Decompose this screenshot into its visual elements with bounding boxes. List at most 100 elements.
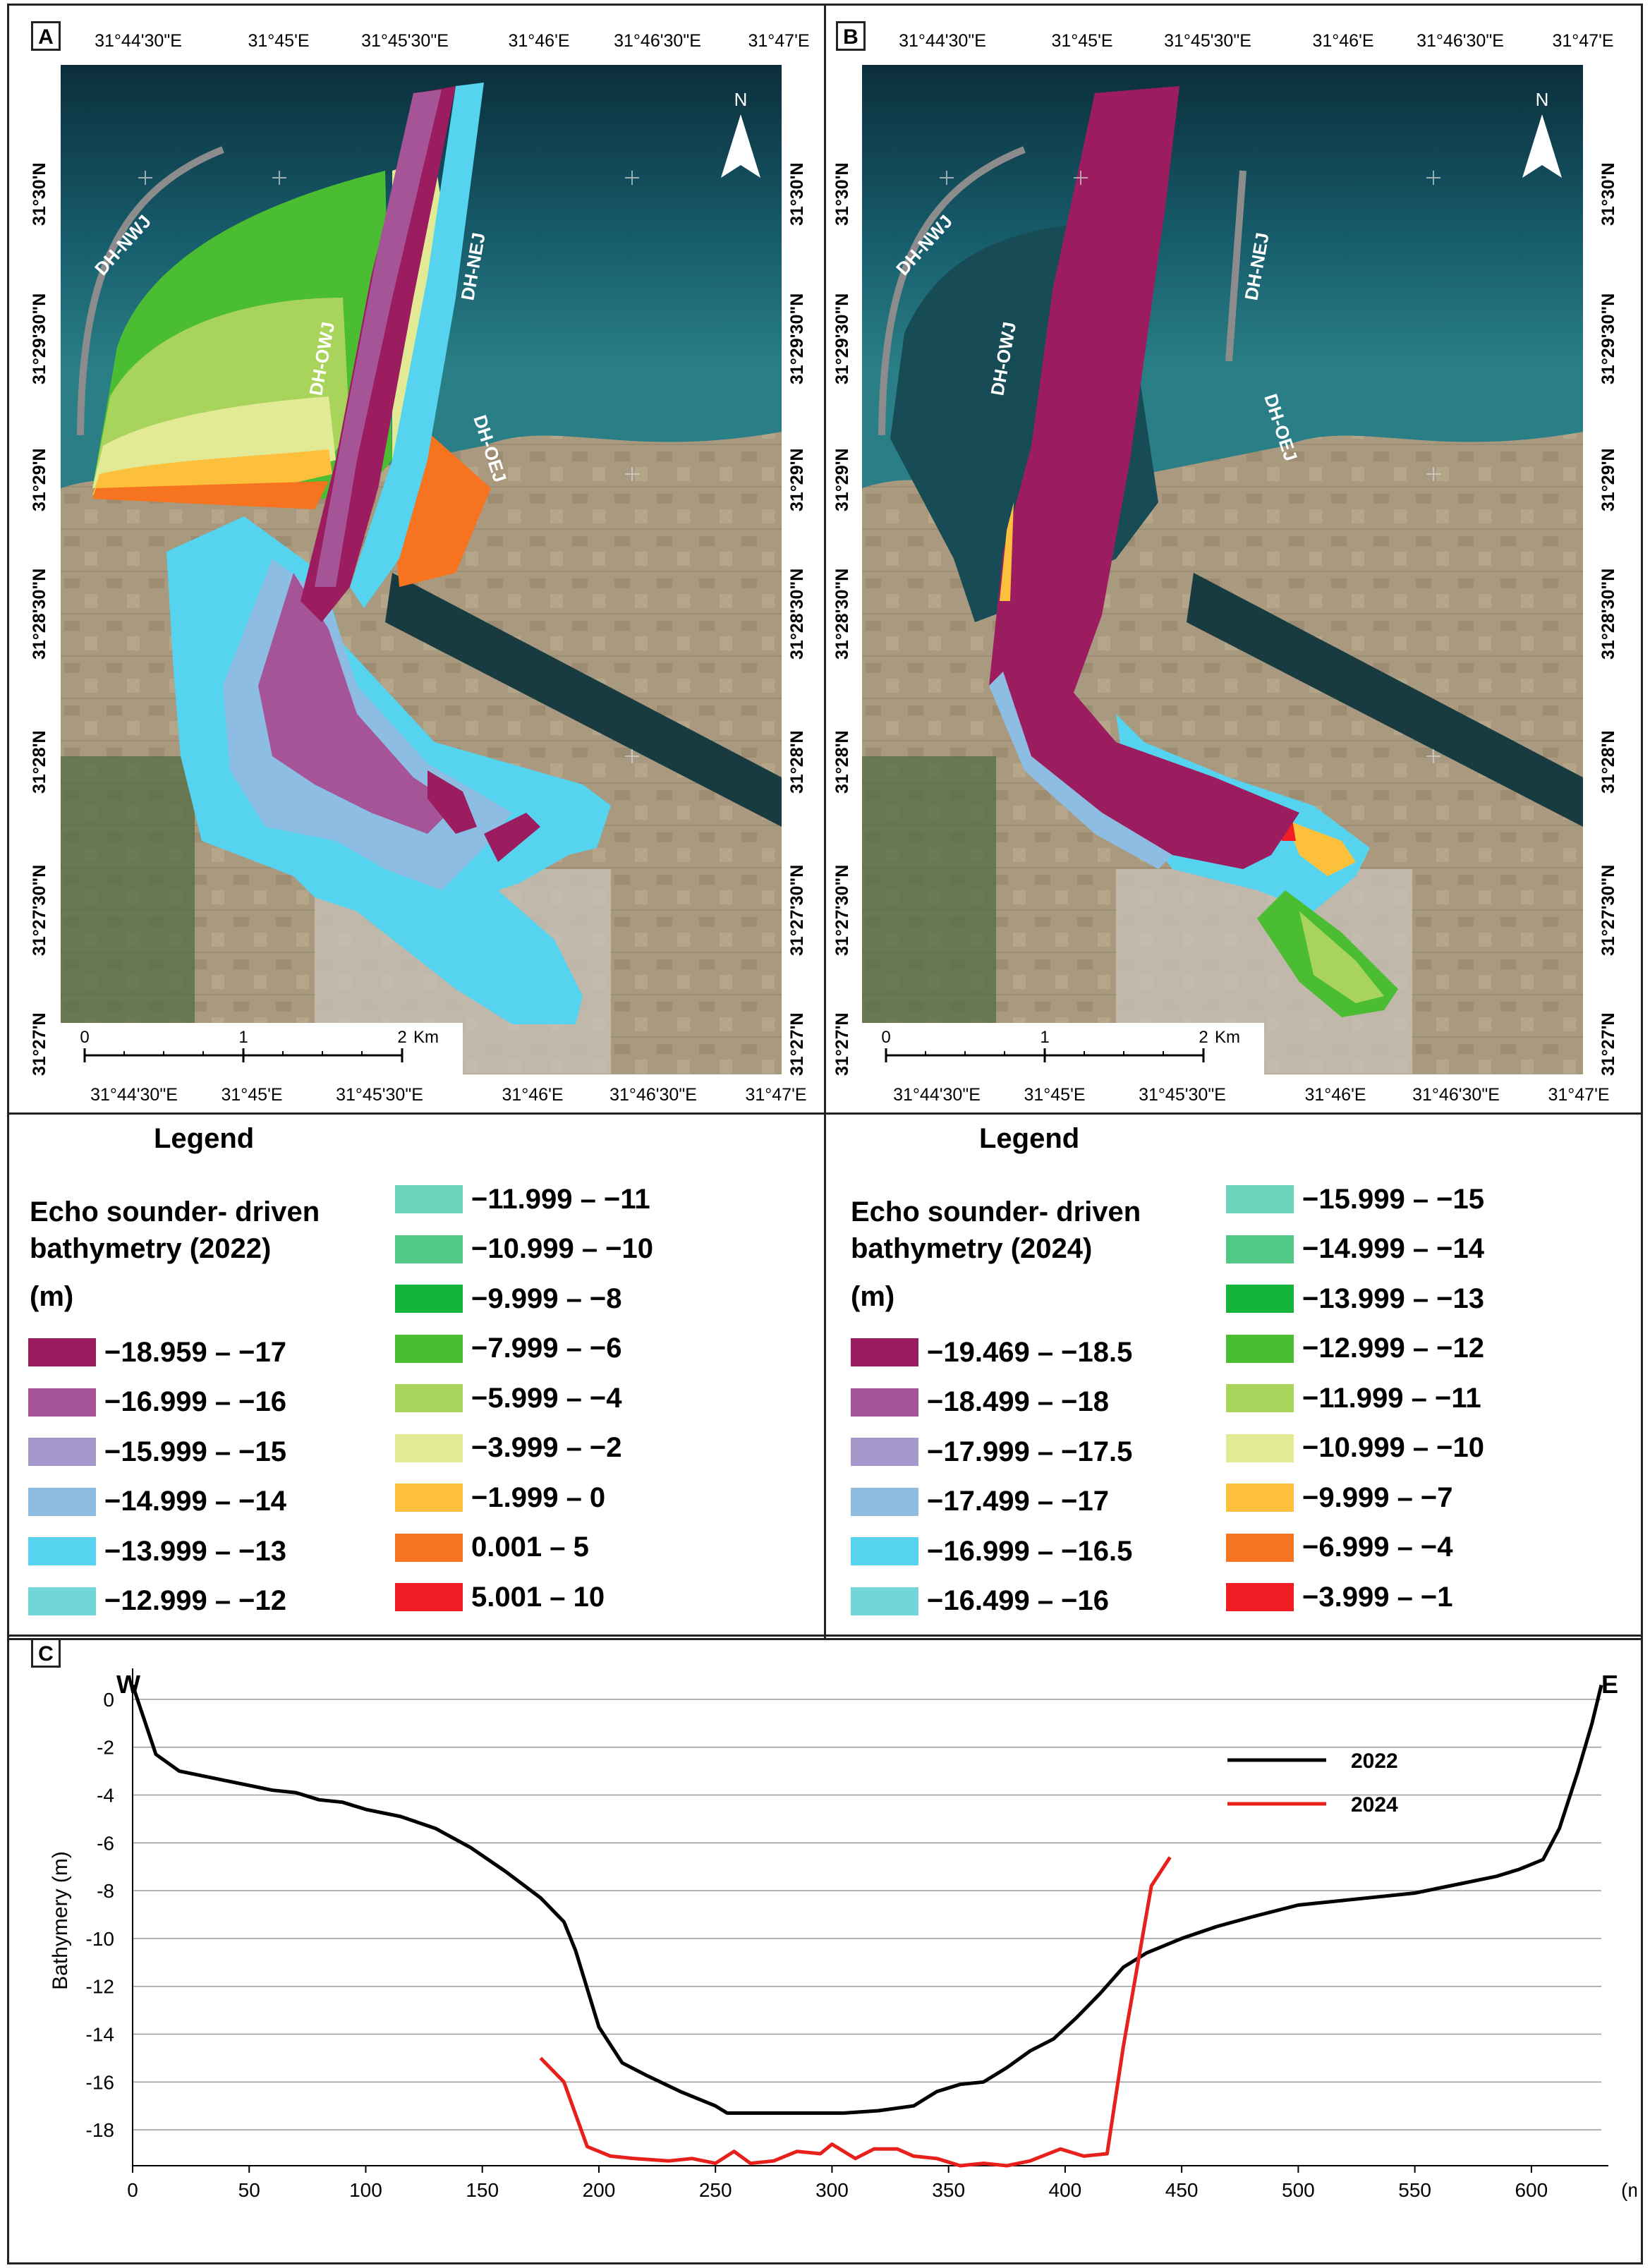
jetty-nwj-b <box>878 146 1026 436</box>
legend-a-swatch <box>28 1537 96 1565</box>
bottom-tick-a-2: 31°45'E <box>221 1085 283 1105</box>
top-tick-a-3: 31°45'30"E <box>361 31 449 51</box>
legend-b-item: −9.999 – −7 <box>1226 1482 1453 1513</box>
canal-b <box>1187 573 1583 827</box>
lat-tick-b-l-2: 31°29'30"N <box>832 293 852 384</box>
legend-b-label: −11.999 – −11 <box>1302 1382 1481 1414</box>
legend-b-swatch <box>1226 1185 1294 1213</box>
graticule-a <box>138 171 639 763</box>
y-tick-label: -2 <box>97 1737 114 1759</box>
legend-b-item: −13.999 – −13 <box>1226 1283 1484 1314</box>
east-label: E <box>1601 1670 1618 1699</box>
x-tick-label: 150 <box>466 2179 499 2201</box>
lat-tick-a-l-7: 31°27'N <box>30 1012 49 1076</box>
legend-a-title: Legend <box>154 1123 255 1154</box>
bottom-tick-b-1: 31°44'30"E <box>893 1085 981 1105</box>
legend-b-swatch <box>1226 1484 1294 1512</box>
legend-b-label: −17.999 – −17.5 <box>927 1436 1133 1467</box>
legend-a-item: −7.999 – −6 <box>395 1333 622 1364</box>
north-arrow-a: N <box>721 89 760 178</box>
legend-a-swatch <box>395 1235 463 1263</box>
legend-b-heading-line-2: bathymetry (2024) <box>851 1233 1093 1264</box>
map-b-graphic: DH-NWJ DH-OWJ DH-NEJ DH-OEJ N <box>862 65 1583 1074</box>
panel-c-label: C <box>31 1638 61 1668</box>
legend-b-swatch <box>1226 1334 1294 1363</box>
bottom-tick-b-4: 31°46'E <box>1304 1085 1366 1105</box>
x-tick-label: 350 <box>932 2179 965 2201</box>
legend-b-heading: Echo sounder- driven bathymetry (2024) (… <box>851 1194 1141 1315</box>
legend-b-swatch <box>851 1338 918 1366</box>
legend-b-item: −16.499 – −16 <box>851 1585 1109 1617</box>
legend-a-swatch <box>28 1338 96 1366</box>
y-tick-label: -10 <box>86 1928 114 1950</box>
x-tick-label: 300 <box>815 2179 849 2201</box>
legend-b-label: −13.999 – −13 <box>1302 1282 1485 1314</box>
legend-b-item: −12.999 – −12 <box>1226 1333 1484 1364</box>
legend-a-swatch <box>28 1388 96 1417</box>
lat-tick-a-r-7: 31°27'N <box>787 1012 807 1076</box>
scale-unit-b: Km <box>1215 1028 1240 1047</box>
legend-a-swatch <box>28 1587 96 1615</box>
lat-tick-a-r-6: 31°27'30"N <box>787 864 807 956</box>
north-arrow-b: N <box>1522 89 1562 178</box>
legend-a-label: −7.999 – −6 <box>471 1333 622 1364</box>
legend-a-item: −1.999 – 0 <box>395 1482 605 1513</box>
legend-b-label: −14.999 – −14 <box>1302 1233 1485 1264</box>
x-tick-label: 100 <box>349 2179 382 2201</box>
map-a[interactable]: DH-NWJ DH-OWJ DH-NEJ DH-OEJ N <box>61 65 782 1074</box>
lat-tick-b-r-5: 31°28'N <box>1599 730 1618 794</box>
top-tick-a-4: 31°46'E <box>508 31 570 51</box>
top-tick-b-5: 31°46'30"E <box>1417 31 1504 51</box>
legend-b-item: −17.499 – −17 <box>851 1486 1109 1517</box>
legend-a-item: −12.999 – −12 <box>28 1585 286 1617</box>
lat-tick-a-r-5: 31°28'N <box>787 730 807 794</box>
legend-a-swatch <box>395 1433 463 1462</box>
x-tick-label: 50 <box>238 2179 260 2201</box>
legend-a-label: −16.999 – −16 <box>104 1386 287 1417</box>
legend-b-label: −9.999 – −7 <box>1302 1481 1453 1513</box>
lat-tick-a-l-1: 31°30'N <box>30 162 49 226</box>
legend-a-item: −14.999 – −14 <box>28 1486 286 1517</box>
legend-b-label: −3.999 – −1 <box>1302 1581 1453 1613</box>
legend-a-label: −3.999 – −2 <box>471 1432 622 1463</box>
legend-b-item: −19.469 – −18.5 <box>851 1337 1132 1368</box>
top-tick-b-3: 31°45'30"E <box>1164 31 1251 51</box>
lat-tick-b-r-4: 31°28'30"N <box>1599 568 1618 660</box>
lat-tick-a-l-2: 31°29'30"N <box>30 293 49 384</box>
legend-b-heading-line-1: Echo sounder- driven <box>851 1196 1141 1227</box>
lat-tick-b-r-6: 31°27'30"N <box>1599 864 1618 956</box>
legend-a-item: 5.001 – 10 <box>395 1582 605 1613</box>
lat-tick-b-r-7: 31°27'N <box>1599 1012 1618 1076</box>
legend-label-2024: 2024 <box>1351 1793 1398 1817</box>
legend-a-item: 0.001 – 5 <box>395 1532 589 1563</box>
legend-b-swatch <box>851 1587 918 1615</box>
legend-a-item: −3.999 – −2 <box>395 1432 622 1464</box>
top-tick-a-2: 31°45'E <box>248 31 310 51</box>
legend-b-label: −6.999 – −4 <box>1302 1532 1453 1563</box>
bottom-tick-a-4: 31°46'E <box>502 1085 564 1105</box>
lat-tick-a-r-2: 31°29'30"N <box>787 293 807 384</box>
panel-c-frame <box>7 1635 1643 2264</box>
legend-a-swatch <box>395 1384 463 1412</box>
legend-b-swatch <box>1226 1583 1294 1611</box>
legend-a-item: −10.999 – −10 <box>395 1233 654 1265</box>
legend-b-swatch <box>1226 1285 1294 1313</box>
x-tick-label: 500 <box>1282 2179 1315 2201</box>
canal-a <box>385 573 782 827</box>
legend-a-swatch <box>395 1583 463 1611</box>
legend-b-label: −18.499 – −18 <box>927 1386 1110 1417</box>
svg-text:N: N <box>734 89 748 110</box>
y-tick-label: -8 <box>97 1880 114 1902</box>
y-axis-label: Bathymery (m) <box>49 1851 72 1990</box>
lat-tick-a-r-4: 31°28'30"N <box>787 568 807 660</box>
scale-label-b-0: 0 <box>881 1028 890 1047</box>
map-b[interactable]: DH-NWJ DH-OWJ DH-NEJ DH-OEJ N <box>862 65 1583 1074</box>
bottom-tick-b-6: 31°47'E <box>1548 1085 1610 1105</box>
scale-bar-b: 0 1 2 Km <box>862 1023 1264 1074</box>
legend-b-item: −6.999 – −4 <box>1226 1532 1453 1563</box>
y-tick-label: -12 <box>86 1976 114 1998</box>
legend-a-label: −10.999 – −10 <box>471 1233 654 1264</box>
x-unit-label: (m) <box>1621 2179 1637 2201</box>
y-tick-label: -6 <box>97 1832 114 1854</box>
lat-tick-b-r-1: 31°30'N <box>1599 162 1618 226</box>
